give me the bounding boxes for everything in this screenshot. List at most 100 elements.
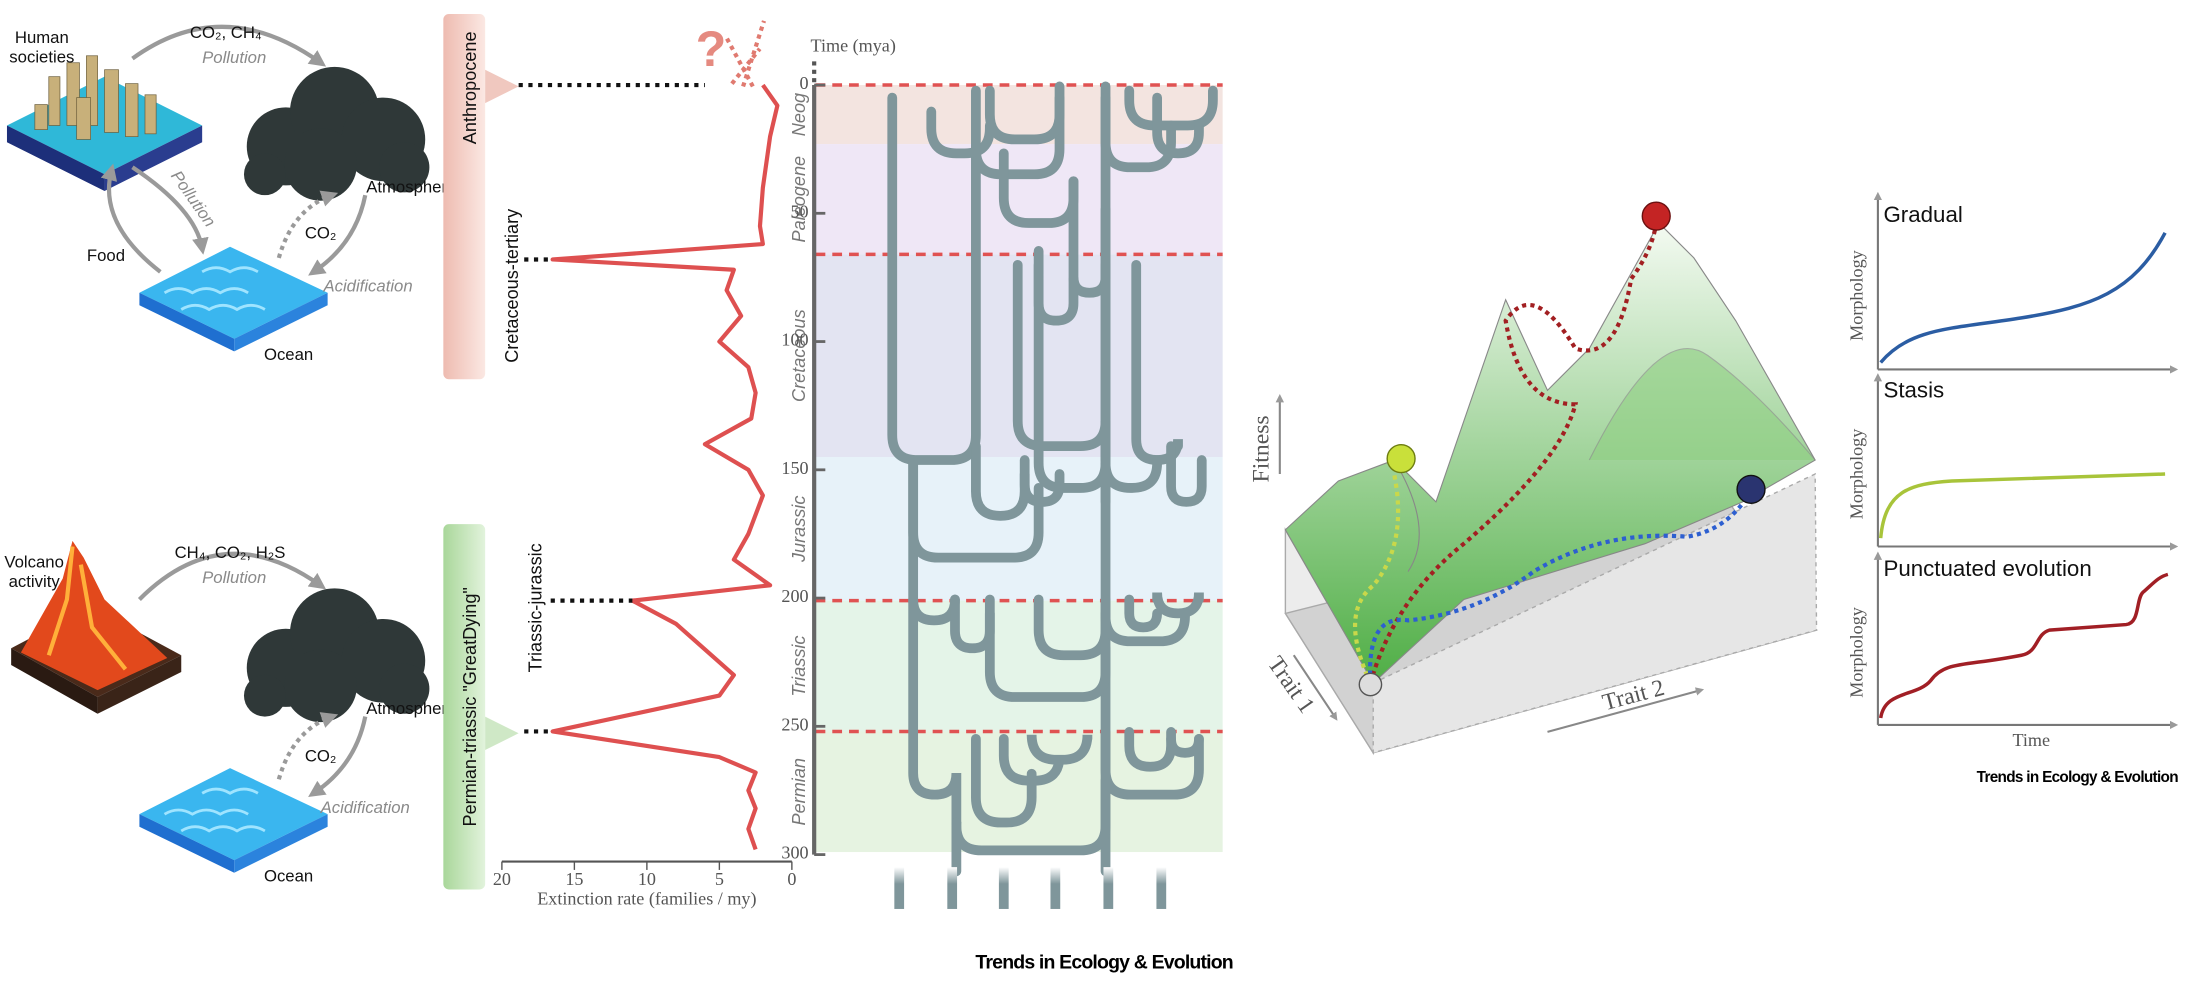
period-band [815,456,1223,601]
branch-stub [894,867,905,909]
branch [1152,592,1204,619]
bar-pointer [485,716,519,751]
arrow [131,165,209,255]
future-paths [723,20,766,88]
x-tick-label: 20 [493,869,511,889]
axis-title: Time (mya) [811,36,896,57]
volcano-cycle: Volcano activity CH₄, CO₂, H₂S Pollution… [4,540,456,885]
branch-stub [998,867,1009,909]
node-label: Atmosphere [366,699,456,718]
branch [1152,92,1204,159]
x-tick-label: 5 [715,869,724,889]
branch [971,81,1065,180]
anthropocene-bar [443,13,486,380]
flow-note: Pollution [202,568,266,587]
y-tick-label: 250 [781,714,808,734]
volcano [20,540,168,691]
human-cycle: Human societies CO₂, CH₄ Pollution Atmos… [6,23,456,364]
flow-note: Acidification [320,798,410,817]
event-label: Permian-triassic "GreatDying" [460,587,480,826]
source-label: Volcano activity [4,552,64,592]
stasis-curve [1878,472,2166,539]
x-tick-label: 15 [565,869,583,889]
node-label: Ocean [264,345,313,364]
axis-title: Morphology [1847,607,1867,698]
period-label: Jurassic [789,496,809,563]
y-tick-label: 50 [790,201,808,221]
ridge [1393,459,1420,572]
axis-title: Trait 1 [1262,652,1319,718]
source-label: Human societies [9,28,74,67]
flow-label: CO₂ [305,224,337,243]
cloud [243,588,430,723]
hill [1588,347,1816,461]
branch [984,85,1065,145]
ocean [139,246,328,352]
axis-title: Morphology [1847,429,1867,520]
source-label-text: Volcano activity [4,552,64,592]
volcano-side [11,648,98,714]
panel-title: Gradual [1883,202,1962,227]
city-side [104,125,203,191]
volcano-side [97,655,182,714]
branch [1033,260,1079,326]
trait1-arrow [1292,654,1338,721]
arrow [308,194,368,276]
x-tick-label: 10 [638,869,656,889]
path-red [1368,222,1659,684]
credit: Trends in Ecology & Evolution [975,951,1232,973]
event-label: Triassic-jurassic [526,543,546,672]
path-yellow [1353,473,1401,684]
event-label: Anthropocene [460,31,480,144]
panel-title: Punctuated evolution [1883,556,2091,581]
branch [908,455,1044,563]
branch [1100,260,1163,493]
branch [1100,594,1190,647]
arrow [276,190,339,259]
branch [1124,594,1163,633]
annotation: ? [696,21,727,77]
extinction-curve [550,83,780,851]
panel-title: Stasis [1883,378,1944,403]
branch [1131,260,1183,465]
branch [926,106,995,159]
flow-note: Pollution [202,48,266,67]
y-tick-label: 200 [781,586,808,606]
branch [1033,594,1111,661]
period-band [815,600,1223,732]
path-blue [1367,489,1753,684]
period-label: Paleogene [789,156,809,243]
credit: Trends in Ecology & Evolution [1977,769,2179,786]
x-axis-title: Extinction rate (families / my) [537,889,756,910]
branch [1166,441,1207,507]
x-tick-label: 0 [787,869,796,889]
branch-stub [947,867,958,909]
branch [998,733,1065,786]
phylogeny [887,81,1218,909]
branch-stub [1156,867,1167,909]
branch [908,455,962,828]
cloud [243,66,430,201]
trait2-arrow [1547,687,1705,733]
node-label: Ocean [264,866,313,885]
gradual-curve [1879,231,2167,364]
y-tick-label: 100 [781,330,808,350]
period-label: Cretaceous [789,309,809,402]
arrow [137,551,327,601]
y-tick-label: 0 [800,73,809,93]
flow-label: CO₂ [305,746,337,765]
branch [971,441,1030,521]
ball-blue [1736,474,1766,504]
node-label: Atmosphere [366,178,456,197]
ball-yellow [1386,444,1416,474]
branch [984,594,1111,702]
period-label: Permian [789,758,809,825]
lava [46,546,128,671]
period-label: Triassic [789,636,809,697]
ball-start [1358,672,1383,697]
event-label: Cretaceous-tertiary [502,208,522,363]
y-tick-label: 150 [781,458,808,478]
flow-note: Acidification [322,277,412,296]
